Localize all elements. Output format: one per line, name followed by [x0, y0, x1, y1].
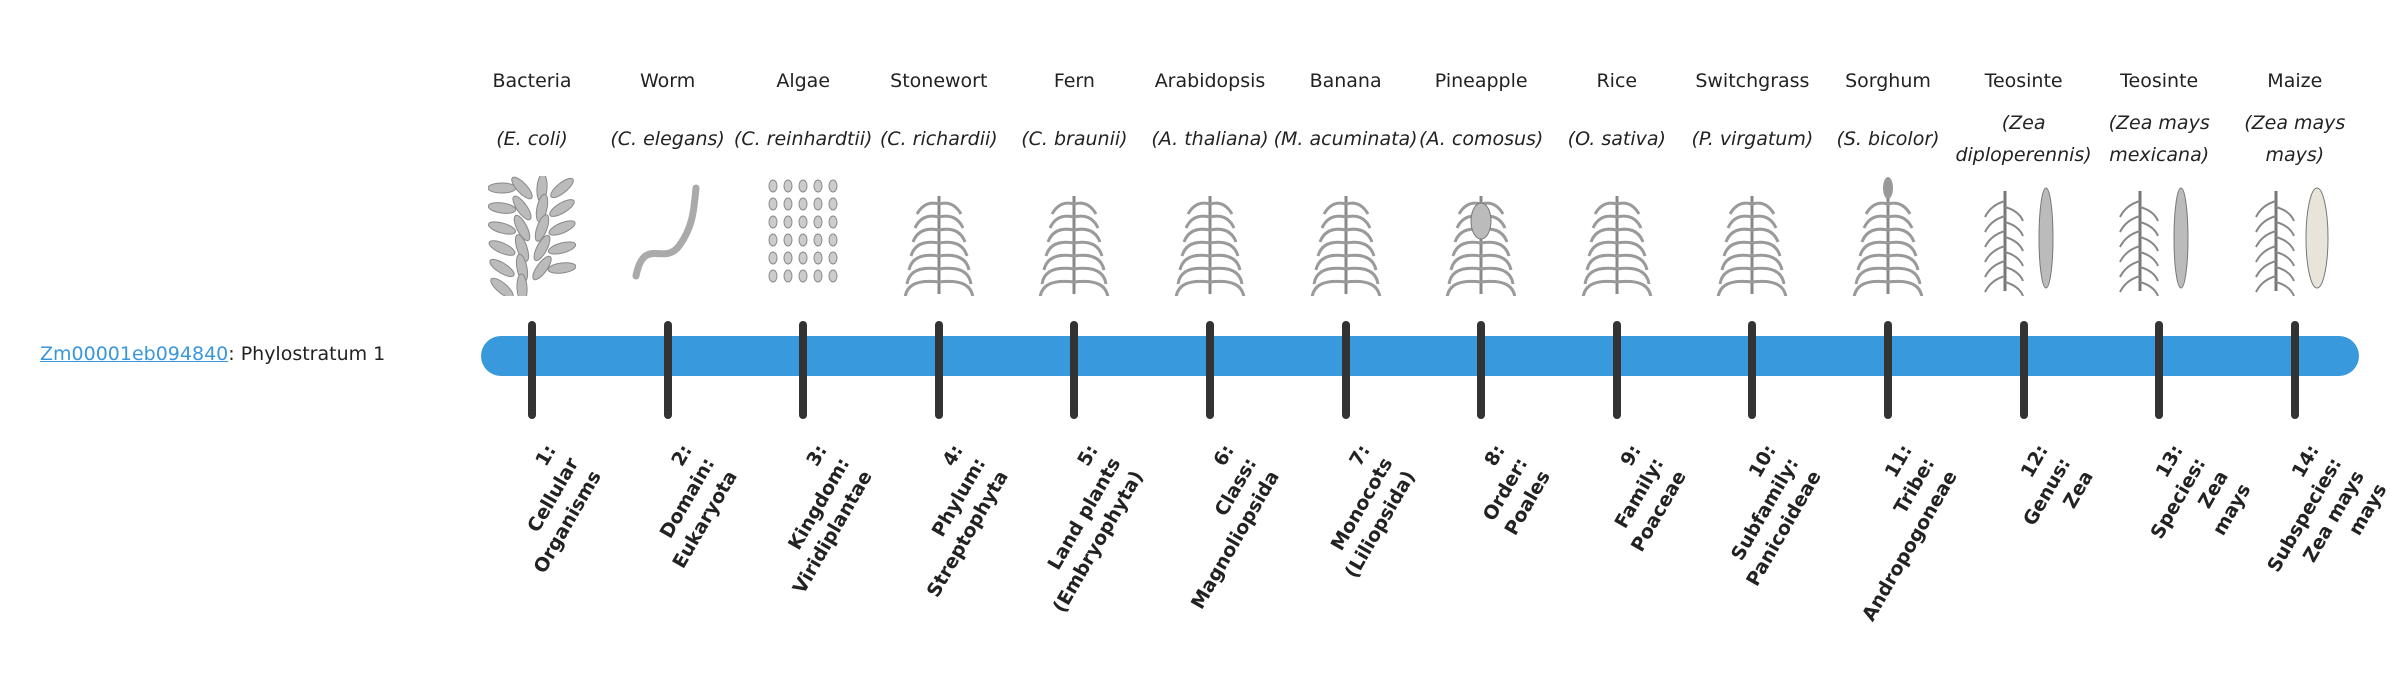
organism-latin-name: (A. thaliana) [1138, 106, 1282, 172]
rice-icon [1573, 176, 1661, 299]
timeline-tick [1477, 321, 1486, 419]
gene-id-link[interactable]: Zm00001eb094840 [40, 343, 229, 365]
organism-latin-name: (Zea mays mexicana) [2087, 106, 2231, 172]
switchgrass-icon [1708, 176, 1796, 299]
organism-common-name: Switchgrass [1695, 70, 1810, 92]
organism-latin-name: (A. comosus) [1409, 106, 1553, 172]
organism-common-name: Banana [1309, 70, 1382, 92]
latin-text: (A. thaliana) [1151, 128, 1269, 150]
organism-common-name: Pineapple [1434, 70, 1528, 92]
pineapple-icon [1437, 176, 1525, 299]
banana-icon [1302, 176, 1390, 299]
phylostratum-timeline-bar [481, 336, 2359, 376]
arabidopsis-icon [1166, 176, 1254, 299]
stonewort-icon [895, 176, 983, 299]
timeline-tick [1884, 321, 1892, 419]
latin-text: (M. acuminata) [1273, 128, 1418, 150]
latin-text: (P. virgatum) [1691, 128, 1814, 150]
timeline-tick [1070, 321, 1079, 419]
organism-latin-name: (M. acuminata) [1274, 106, 1418, 172]
timeline-tick [1206, 321, 1214, 419]
latin-text: (S. bicolor) [1836, 128, 1940, 150]
latin-text: (C. reinhardtii) [733, 128, 873, 150]
timeline-tick [1341, 321, 1350, 419]
latin-text: (A. comosus) [1419, 128, 1544, 150]
organism-common-name: Stonewort [890, 70, 988, 92]
organism-latin-name: (E. coli) [460, 106, 604, 172]
phylostratum-text: : Phylostratum 1 [228, 343, 386, 365]
organism-common-name: Teosinte [1984, 70, 2063, 92]
latin-text: (C. richardii) [879, 128, 998, 150]
timeline-tick [1612, 321, 1621, 419]
timeline-tick [528, 321, 536, 419]
organism-latin-name: (C. elegans) [596, 106, 740, 172]
organism-common-name: Bacteria [492, 70, 572, 92]
timeline-tick [2290, 321, 2299, 419]
latin-text: (Zea mays mexicana) [2108, 112, 2210, 166]
organism-common-name: Teosinte [2120, 70, 2199, 92]
organism-common-name: Rice [1596, 70, 1638, 92]
organism-latin-name: (Zea diploperennis) [1952, 106, 2096, 172]
organism-common-name: Arabidopsis [1154, 70, 1266, 92]
latin-text: (C. elegans) [610, 128, 725, 150]
gene-phylostratum-label: Zm00001eb094840: Phylostratum 1 [40, 340, 385, 368]
bacteria-icon [487, 173, 577, 303]
teosinte-icon [2115, 176, 2203, 297]
teosinte-icon [1980, 176, 2068, 297]
organism-latin-name: (C. richardii) [867, 106, 1011, 172]
timeline-tick [2155, 321, 2164, 419]
maize-icon [2251, 176, 2339, 297]
organism-latin-name: (O. sativa) [1545, 106, 1689, 172]
algae-icon [759, 176, 847, 296]
fern-icon [1030, 176, 1118, 299]
timeline-tick [2019, 321, 2028, 419]
organism-latin-name: (S. bicolor) [1816, 106, 1960, 172]
latin-text: (E. coli) [496, 128, 568, 150]
latin-text: (O. sativa) [1567, 128, 1666, 150]
organism-common-name: Algae [776, 70, 831, 92]
latin-text: (Zea diploperennis) [1955, 112, 2092, 166]
sorghum-icon [1844, 176, 1932, 299]
timeline-tick [1748, 321, 1757, 419]
organism-common-name: Fern [1053, 70, 1095, 92]
latin-text: (C. braunii) [1021, 128, 1128, 150]
latin-text: (Zea mays mays) [2244, 112, 2346, 166]
organism-latin-name: (Zea mays mays) [2223, 106, 2367, 172]
worm-icon [624, 176, 712, 296]
timeline-tick [663, 321, 672, 419]
timeline-tick [799, 321, 808, 419]
timeline-tick [934, 321, 943, 419]
organism-latin-name: (P. virgatum) [1680, 106, 1824, 172]
organism-common-name: Worm [639, 70, 696, 92]
organism-latin-name: (C. reinhardtii) [731, 106, 875, 172]
organism-latin-name: (C. braunii) [1002, 106, 1146, 172]
organism-common-name: Sorghum [1845, 70, 1931, 92]
organism-common-name: Maize [2267, 70, 2323, 92]
